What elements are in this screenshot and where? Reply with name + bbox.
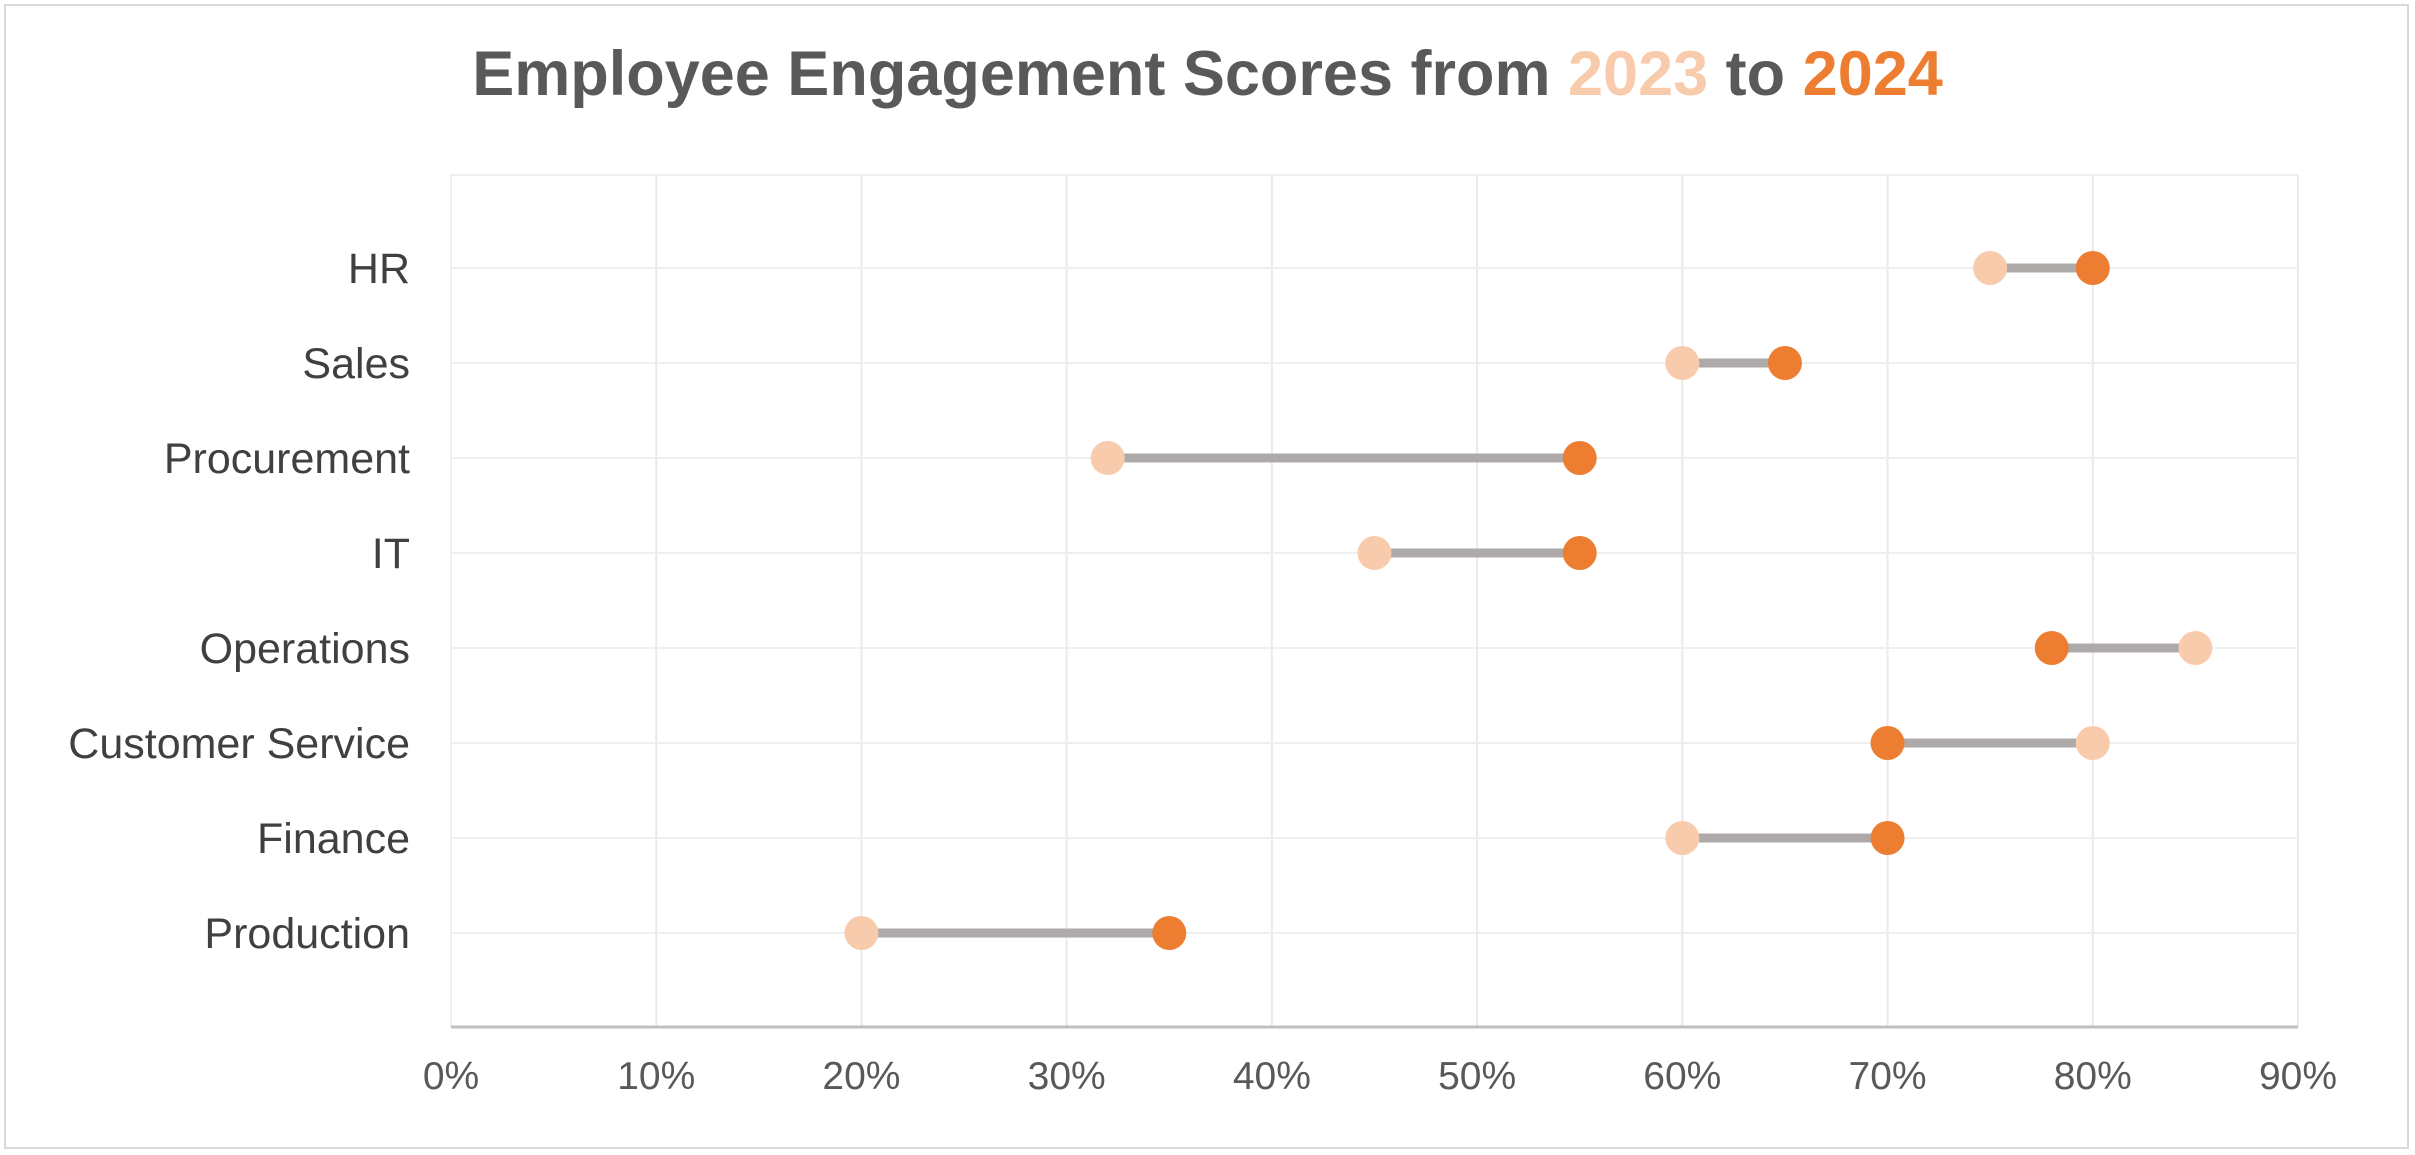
- point-2023: [2178, 631, 2213, 665]
- x-tick-label: 70%: [1849, 1055, 1927, 1098]
- x-tick-label: 20%: [822, 1055, 900, 1098]
- point-2024: [2075, 251, 2110, 285]
- category-label: Sales: [302, 340, 410, 388]
- category-labels: HR Sales Procurement IT Operations Customer S…: [68, 245, 410, 958]
- point-2024: [1767, 346, 1802, 380]
- chart-title: Employee Engagement Scores from 2023 to …: [0, 38, 2415, 110]
- point-2024: [1152, 916, 1187, 950]
- category-label: Customer Service: [68, 720, 410, 768]
- category-label: Procurement: [164, 435, 410, 483]
- category-label: IT: [372, 530, 410, 578]
- x-tick-label: 30%: [1028, 1055, 1106, 1098]
- category-label: Finance: [257, 815, 410, 863]
- connector-lines: [861, 263, 2196, 938]
- point-2023: [1665, 346, 1700, 380]
- point-2024: [1562, 536, 1597, 570]
- point-2024: [1870, 726, 1905, 760]
- x-tick-label: 0%: [423, 1055, 479, 1098]
- grid-lines: [450, 174, 2299, 1027]
- point-2023: [2075, 726, 2110, 760]
- chart-title-prefix: Employee Engagement Scores from: [472, 39, 1569, 109]
- x-tick-label: 50%: [1438, 1055, 1516, 1098]
- point-2023: [1357, 536, 1392, 570]
- x-tick-label: 90%: [2259, 1055, 2337, 1098]
- point-2024: [1562, 441, 1597, 475]
- x-tick-label: 40%: [1233, 1055, 1311, 1098]
- point-2023: [844, 916, 879, 950]
- point-2023: [1090, 441, 1125, 475]
- category-label: Production: [204, 910, 410, 958]
- chart-title-year-start: 2023: [1568, 39, 1709, 109]
- x-tick-label: 60%: [1643, 1055, 1721, 1098]
- chart-frame: [4, 4, 2409, 1149]
- point-2024: [2034, 631, 2069, 665]
- point-2024: [1870, 821, 1905, 855]
- category-label: HR: [348, 245, 410, 293]
- data-points: [844, 251, 2213, 950]
- point-2023: [1665, 821, 1700, 855]
- category-label: Operations: [200, 625, 410, 673]
- chart-title-year-end: 2024: [1802, 39, 1943, 109]
- x-tick-label: 10%: [617, 1055, 695, 1098]
- chart-title-middle: to: [1708, 39, 1803, 109]
- point-2023: [1973, 251, 2008, 285]
- x-tick-label: 80%: [2054, 1055, 2132, 1098]
- tick-labels: 0% 10% 20% 30% 40% 50% 60% 70% 80% 90%: [423, 1055, 2337, 1098]
